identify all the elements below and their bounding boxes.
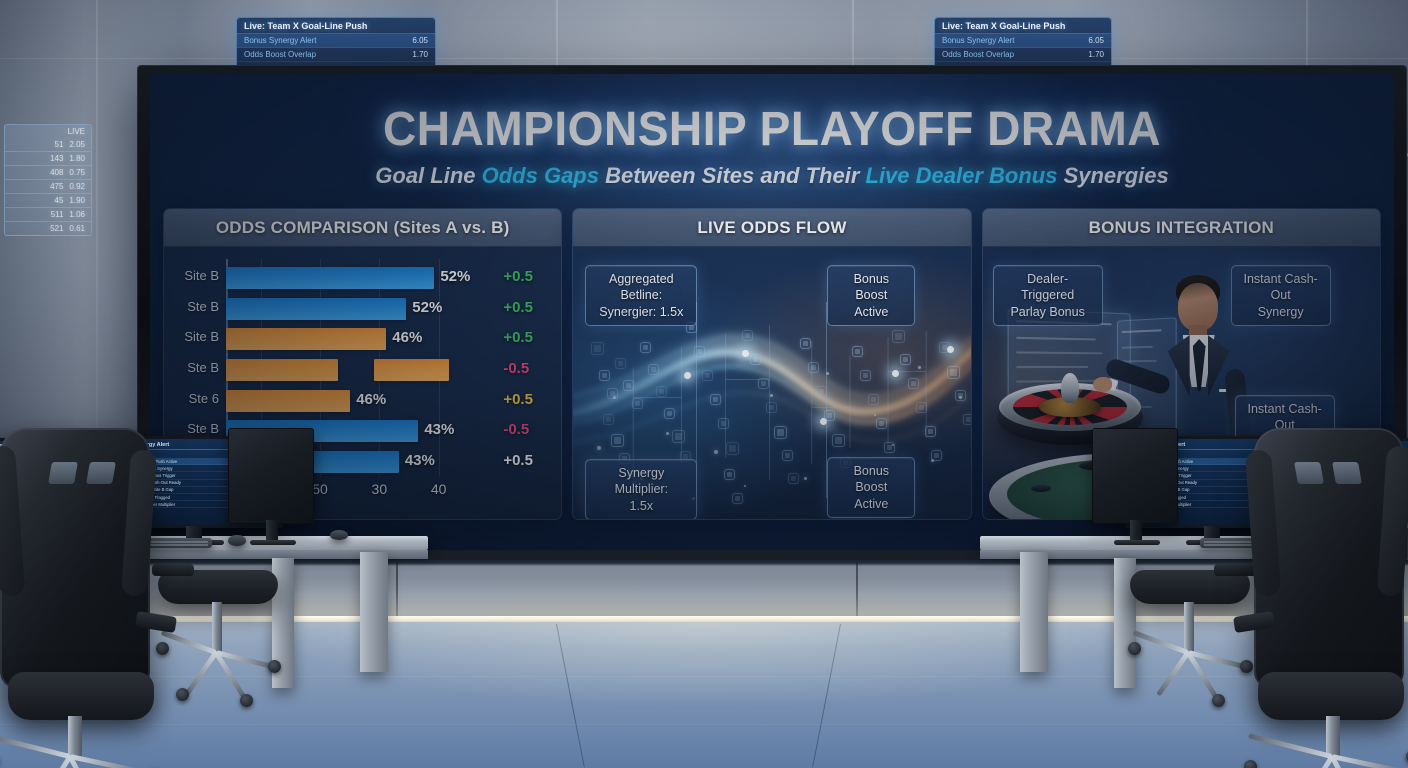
hud-title: Live: Team X Goal-Line Push (237, 18, 435, 34)
monitor-rear-shell (228, 428, 314, 524)
wall-panel-cell: 51 (55, 140, 64, 149)
hud-row[interactable]: Bonus Synergy Alert 6.05 (237, 34, 435, 48)
control-room-scene: LIVE 51 2.05 143 1.80 408 0.75 475 0.92 45 1.90 51… (0, 0, 1408, 768)
monitor-stand (266, 520, 278, 542)
wall-panel-cell: 1.06 (69, 210, 85, 219)
chair-base-arm (0, 733, 71, 759)
wall-panel-row: 511 1.06 (5, 208, 91, 222)
chair-caster (1212, 694, 1225, 707)
hud-row-value: 6.05 (412, 36, 428, 45)
wall-panel-cell: 511 (51, 210, 64, 219)
hud-row[interactable]: Bonus Synergy Alert 6.05 (935, 34, 1111, 48)
hud-row[interactable]: Odds Boost Overlap 1.70 (935, 48, 1111, 62)
chair-backrest-cutout (1332, 462, 1362, 484)
hud-row-value: 6.05 (1088, 36, 1104, 45)
cabinet-seam (856, 562, 858, 620)
wall-panel-cell: 0.92 (69, 182, 85, 191)
cabinet-seam (396, 562, 398, 620)
monitor-rear-shell (1092, 428, 1178, 524)
chair-base-arm (1133, 630, 1189, 655)
chair-caster (176, 688, 189, 701)
wall-panel-cell: 0.61 (69, 224, 85, 233)
monitor-foot (250, 540, 296, 545)
hud-title: Live: Team X Goal-Line Push (935, 18, 1111, 34)
chair-post (1184, 602, 1194, 652)
wall-panel-row: 45 1.90 (5, 194, 91, 208)
chair-seat (8, 672, 154, 720)
chair-post (212, 602, 222, 652)
chair-caster (1128, 642, 1141, 655)
monitor-foot (1114, 540, 1160, 545)
chair-left-far[interactable] (158, 570, 278, 720)
chair-seat (1258, 672, 1404, 720)
mouse-left-rear[interactable] (330, 530, 348, 540)
hud-row-value: 1.70 (412, 50, 428, 59)
chair-caster (268, 660, 281, 673)
chair-caster (240, 694, 253, 707)
wall-panel-row: 408 0.75 (5, 166, 91, 180)
hud-row[interactable]: Odds Boost Overlap 1.70 (237, 48, 435, 62)
chair-right-near[interactable] (1248, 428, 1408, 758)
chair-right-far[interactable] (1130, 570, 1250, 720)
chair-base-arm (1248, 733, 1333, 759)
wall-panel-corner-label: LIVE (5, 125, 91, 138)
hud-row-label: Bonus Synergy Alert (942, 36, 1014, 45)
desk-right-leg (1020, 552, 1048, 672)
monitor-left-angled[interactable] (228, 428, 314, 524)
chair-left-near[interactable] (0, 428, 164, 758)
hud-row-label: Odds Boost Overlap (942, 50, 1014, 59)
wall-panel-row: 51 2.05 (5, 138, 91, 152)
wall-panel-cell: 521 (50, 224, 63, 233)
chair-post (68, 716, 82, 756)
chair-caster (1244, 760, 1257, 768)
hud-row-value: 1.70 (1088, 50, 1104, 59)
chair-base-arm (161, 630, 217, 655)
chair-backrest-cutout (86, 462, 116, 484)
chair-backrest-cutout (48, 462, 78, 484)
wall-panel-cell: 2.05 (69, 140, 85, 149)
wall-panel-left: LIVE 51 2.05 143 1.80 408 0.75 475 0.92 45 1.90 51… (4, 124, 92, 236)
wall-panel-cell: 408 (50, 168, 63, 177)
monitor-stand (1130, 520, 1142, 542)
chair-post (1326, 716, 1340, 756)
wall-panel-cell: 475 (50, 182, 63, 191)
chair-backrest-cutout (1294, 462, 1324, 484)
chair-base-arm (1156, 651, 1190, 696)
wall-panel-cell: 45 (55, 196, 64, 205)
monitor-right-angled[interactable] (1092, 428, 1178, 524)
wall-panel-row: 143 1.80 (5, 152, 91, 166)
desk-left-leg (360, 552, 388, 672)
wall-panel-row: 475 0.92 (5, 180, 91, 194)
mouse-left[interactable] (228, 535, 246, 546)
hud-row-label: Odds Boost Overlap (244, 50, 316, 59)
wall-panel-cell: 1.90 (69, 196, 85, 205)
chair-base-arm (184, 651, 218, 696)
wall-panel-cell: 1.80 (69, 154, 85, 163)
wall-panel-cell: 0.75 (69, 168, 85, 177)
wall-panel-row: 521 0.61 (5, 222, 91, 236)
hud-row-label: Bonus Synergy Alert (244, 36, 316, 45)
wall-panel-cell: 143 (50, 154, 63, 163)
